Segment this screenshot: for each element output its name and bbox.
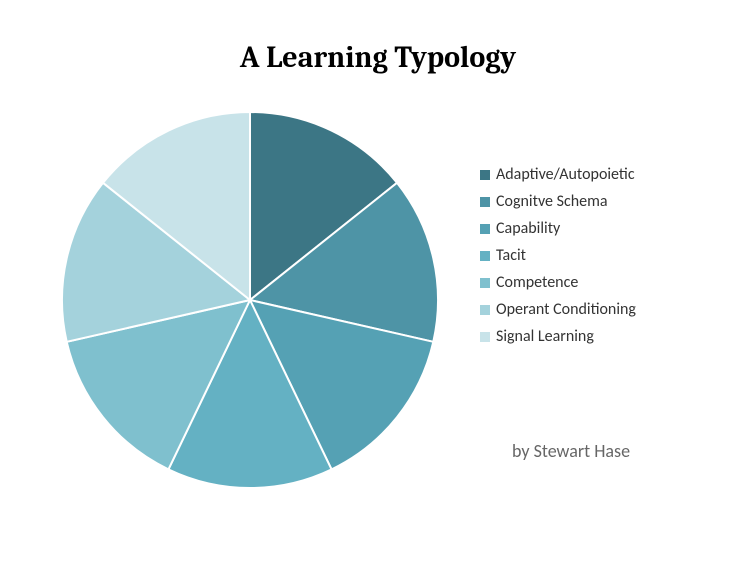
- legend-label: Competence: [496, 273, 578, 292]
- legend-swatch: [480, 197, 490, 207]
- legend-item: Cognitve Schema: [480, 192, 636, 211]
- legend-item: Competence: [480, 273, 636, 292]
- legend-swatch: [480, 278, 490, 288]
- legend-label: Capability: [496, 219, 560, 238]
- legend-swatch: [480, 170, 490, 180]
- legend-swatch: [480, 224, 490, 234]
- legend-label: Signal Learning: [496, 327, 594, 346]
- chart-legend: Adaptive/Autopoietic Cognitve Schema Capab…: [480, 165, 636, 354]
- legend-item: Capability: [480, 219, 636, 238]
- legend-label: Tacit: [496, 246, 526, 265]
- legend-swatch: [480, 305, 490, 315]
- legend-label: Operant Conditioning: [496, 300, 636, 319]
- legend-label: Adaptive/Autopoietic: [496, 165, 635, 184]
- legend-swatch: [480, 251, 490, 261]
- legend-item: Adaptive/Autopoietic: [480, 165, 636, 184]
- legend-swatch: [480, 332, 490, 342]
- legend-item: Tacit: [480, 246, 636, 265]
- legend-item: Operant Conditioning: [480, 300, 636, 319]
- legend-item: Signal Learning: [480, 327, 636, 346]
- pie-chart: [60, 110, 440, 490]
- chart-attribution: by Stewart Hase: [512, 440, 630, 462]
- legend-label: Cognitve Schema: [496, 192, 608, 211]
- chart-title: A Learning Typology: [0, 40, 756, 75]
